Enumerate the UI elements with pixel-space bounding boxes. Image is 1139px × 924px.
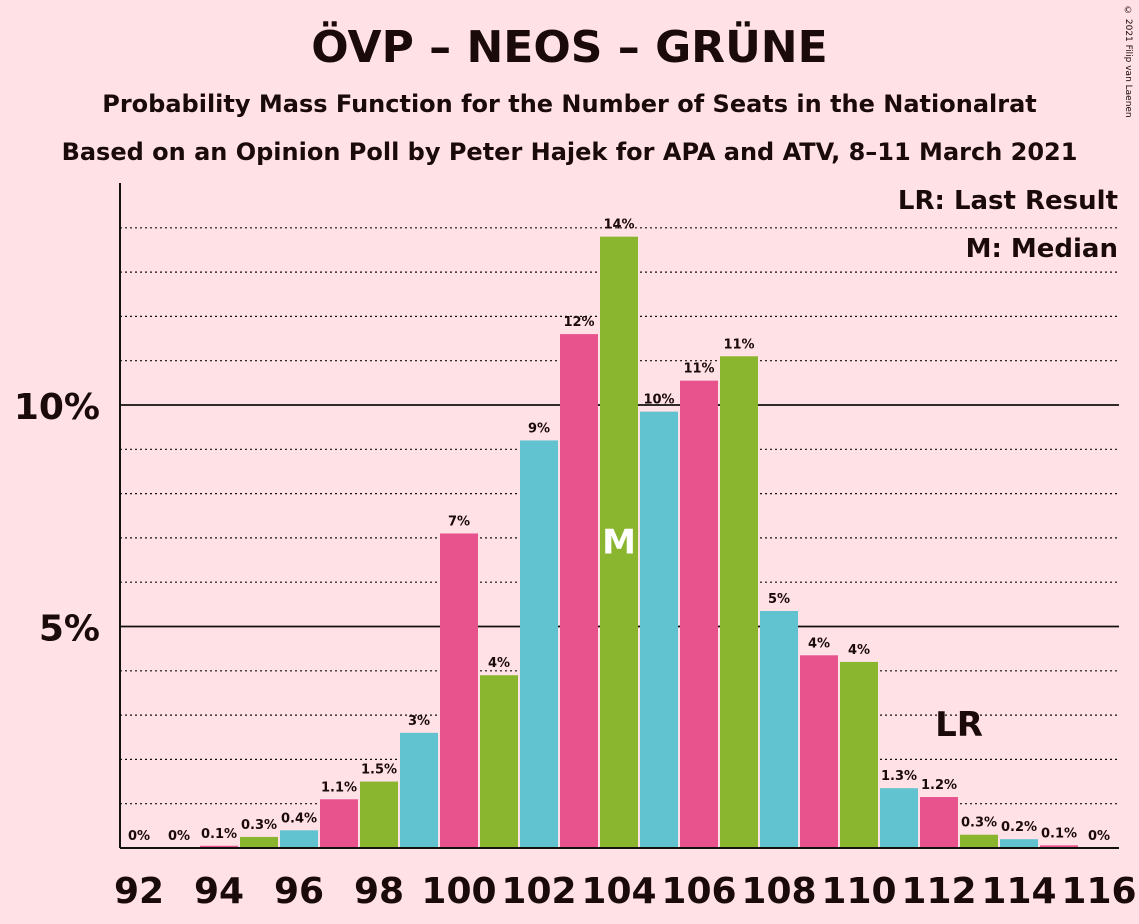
data-label-99: 3% — [408, 714, 430, 729]
bar-100 — [440, 533, 478, 848]
bar-105 — [640, 411, 678, 848]
data-label-114: 0.2% — [1001, 820, 1037, 835]
y-tick-label: 5% — [39, 609, 100, 650]
data-label-97: 1.1% — [321, 780, 357, 795]
data-label-103: 12% — [563, 315, 594, 330]
data-label-102: 9% — [528, 421, 550, 436]
bar-106 — [680, 380, 718, 848]
x-tick-label: 116 — [1061, 871, 1136, 912]
data-label-109: 4% — [808, 636, 830, 651]
data-label-108: 5% — [768, 592, 790, 607]
last-result-marker: LR — [935, 705, 983, 745]
data-label-106: 11% — [683, 362, 714, 377]
x-tick-label: 104 — [581, 871, 656, 912]
data-label-112: 1.2% — [921, 778, 957, 793]
bar-113 — [960, 834, 998, 848]
data-label-116: 0% — [1088, 829, 1110, 844]
bar-104 — [600, 236, 638, 848]
bar-114 — [1000, 839, 1038, 848]
x-tick-label: 92 — [114, 871, 164, 912]
x-tick-label: 108 — [741, 871, 816, 912]
x-tick-label: 112 — [901, 871, 976, 912]
data-label-113: 0.3% — [961, 816, 997, 831]
chart-title: ÖVP – NEOS – GRÜNE — [311, 22, 828, 73]
bar-109 — [800, 655, 838, 848]
x-tick-label: 100 — [421, 871, 496, 912]
data-label-93: 0% — [168, 829, 190, 844]
data-label-92: 0% — [128, 829, 150, 844]
x-tick-label: 102 — [501, 871, 576, 912]
x-tick-label: 114 — [981, 871, 1056, 912]
chart-subtitle: Probability Mass Function for the Number… — [102, 90, 1037, 118]
copyright-notice: © 2021 Filip van Laenen — [1123, 6, 1133, 118]
bar-107 — [720, 356, 758, 848]
bar-111 — [880, 788, 918, 848]
data-label-111: 1.3% — [881, 769, 917, 784]
bar-97 — [320, 799, 358, 848]
bar-110 — [840, 661, 878, 848]
bar-112 — [920, 797, 958, 848]
data-label-101: 4% — [488, 656, 510, 671]
bar-96 — [280, 830, 318, 848]
x-tick-label: 110 — [821, 871, 896, 912]
x-tick-label: 98 — [354, 871, 404, 912]
y-tick-label: 10% — [14, 387, 100, 428]
bar-95 — [240, 836, 278, 848]
chart-subtitle-poll: Based on an Opinion Poll by Peter Hajek … — [61, 138, 1078, 166]
data-label-115: 0.1% — [1041, 826, 1077, 841]
median-marker: M — [602, 522, 636, 562]
x-tick-label: 94 — [194, 871, 244, 912]
data-label-107: 11% — [723, 337, 754, 352]
data-label-98: 1.5% — [361, 763, 397, 778]
bar-115 — [1040, 845, 1078, 848]
bar-103 — [560, 334, 598, 848]
x-tick-label: 96 — [274, 871, 324, 912]
data-label-96: 0.4% — [281, 811, 317, 826]
data-label-105: 10% — [643, 393, 674, 408]
legend-median: M: Median — [965, 234, 1118, 264]
bar-102 — [520, 440, 558, 848]
legend-last-result: LR: Last Result — [897, 186, 1118, 216]
bar-101 — [480, 675, 518, 848]
data-label-94: 0.1% — [201, 827, 237, 842]
bar-108 — [760, 610, 798, 848]
x-tick-label: 106 — [661, 871, 736, 912]
bar-94 — [200, 845, 238, 848]
data-label-110: 4% — [848, 643, 870, 658]
bar-99 — [400, 732, 438, 848]
data-label-95: 0.3% — [241, 818, 277, 833]
bar-98 — [360, 781, 398, 848]
data-label-104: 14% — [603, 218, 634, 233]
data-label-100: 7% — [448, 514, 470, 529]
